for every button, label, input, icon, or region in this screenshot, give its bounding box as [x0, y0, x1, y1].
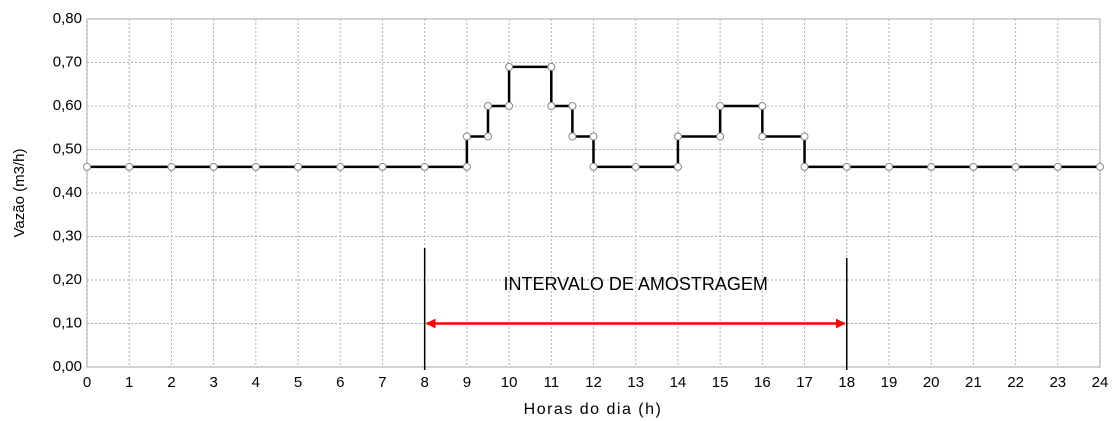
- data-point: [547, 102, 556, 110]
- data-point: [589, 162, 598, 171]
- y-tick-label: 0,00: [53, 358, 82, 375]
- x-tick-label: 1: [125, 374, 133, 391]
- data-point: [83, 162, 91, 171]
- x-tick-label: 20: [923, 374, 940, 391]
- data-point: [884, 162, 893, 171]
- data-point: [842, 162, 851, 171]
- x-tick-label: 5: [294, 374, 302, 391]
- x-tick-label: 12: [585, 374, 602, 391]
- y-tick-label: 0,30: [53, 227, 82, 244]
- x-tick-label: 11: [544, 374, 560, 391]
- data-point: [378, 162, 387, 171]
- x-tick-label: 4: [252, 374, 260, 391]
- data-point: [1096, 162, 1104, 171]
- x-tick-label: 17: [796, 374, 813, 391]
- x-tick-label: 2: [167, 374, 175, 391]
- data-point: [568, 132, 577, 141]
- y-tick-label: 0,80: [53, 10, 82, 27]
- x-tick-label: 6: [336, 374, 344, 391]
- data-point: [167, 162, 176, 171]
- data-point: [568, 102, 577, 110]
- x-tick-label: 19: [881, 374, 898, 391]
- x-tick-label: 9: [463, 374, 471, 391]
- x-tick-label: 10: [501, 374, 518, 391]
- y-tick-label: 0,40: [53, 184, 82, 201]
- y-tick-label: 0,70: [53, 53, 82, 70]
- x-tick-label: 8: [420, 374, 428, 391]
- y-axis-label: Vazão (m3/h): [11, 149, 28, 238]
- x-tick-label: 18: [838, 374, 855, 391]
- data-point: [251, 162, 260, 171]
- data-point: [462, 162, 471, 171]
- x-tick-label: 0: [83, 374, 91, 391]
- data-point: [462, 132, 471, 141]
- data-point: [927, 162, 936, 171]
- data-point: [505, 102, 514, 110]
- x-tick-label: 7: [378, 374, 386, 391]
- data-point: [1053, 162, 1062, 171]
- x-tick-label: 16: [754, 374, 771, 391]
- x-tick-label: 23: [1049, 374, 1066, 391]
- y-tick-label: 0,60: [53, 97, 82, 114]
- data-point: [336, 162, 345, 171]
- data-point: [716, 132, 725, 141]
- x-tick-label: 22: [1007, 374, 1024, 391]
- y-tick-label: 0,50: [53, 140, 82, 157]
- data-point: [589, 132, 598, 141]
- data-point: [758, 132, 767, 141]
- data-point: [1011, 162, 1020, 171]
- data-point: [800, 162, 809, 171]
- data-point: [969, 162, 978, 171]
- data-point: [800, 132, 809, 141]
- x-tick-label: 14: [670, 374, 687, 391]
- data-point: [483, 102, 492, 110]
- data-point: [125, 162, 134, 171]
- x-tick-label: 21: [965, 374, 982, 391]
- y-tick-label: 0,20: [53, 271, 82, 288]
- data-point: [631, 162, 640, 171]
- x-tick-label: 24: [1092, 374, 1109, 391]
- data-point: [716, 102, 725, 110]
- data-point: [420, 162, 429, 171]
- x-axis-label: Horas do dia (h): [524, 401, 663, 418]
- data-point: [758, 102, 767, 110]
- data-point: [673, 162, 682, 171]
- data-point: [547, 62, 556, 71]
- data-point: [294, 162, 303, 171]
- data-point: [505, 62, 514, 71]
- y-tick-label: 0,10: [53, 314, 82, 331]
- x-tick-label: 3: [209, 374, 217, 391]
- x-tick-label: 13: [627, 374, 644, 391]
- x-tick-label: 15: [712, 374, 729, 391]
- data-point: [483, 132, 492, 141]
- interval-label: INTERVALO DE AMOSTRAGEM: [504, 274, 768, 294]
- data-point: [209, 162, 218, 171]
- data-point: [673, 132, 682, 141]
